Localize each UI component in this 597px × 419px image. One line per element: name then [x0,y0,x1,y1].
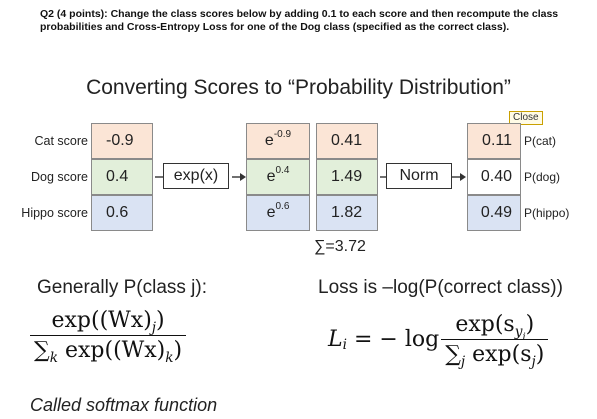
sum-text: ∑=3.72 [314,238,366,255]
softmax-denominator: ∑k exp((Wx)k) [30,335,187,366]
prob-cell-dog: 0.40 [467,159,521,195]
softmax-formula: exp((Wx)j) ∑k exp((Wx)k) [30,308,187,366]
softmax-numerator: exp((Wx)j) [51,308,165,336]
row-label-cat: Cat score [34,134,89,148]
loss-numerator: exp(syi) [455,312,535,343]
prob-cell-hippo: 0.49 [467,195,521,231]
prob-label-cat: P(cat) [524,134,557,148]
norm-operator-box: Norm [386,163,452,189]
exp-value-cell-hippo: 1.82 [316,195,378,231]
loss-denominator: ∑j exp(sj) [441,339,549,370]
score-cell-dog: 0.4 [91,159,153,195]
slide-title: Converting Scores to “Probability Distri… [86,76,511,99]
prob-cell-cat: 0.11 [467,123,521,159]
exp-operator-box: exp(x) [163,163,229,189]
exp-value-cell-cat: 0.41 [316,123,378,159]
prob-label-dog: P(dog) [524,170,561,184]
exp-power-cell-cat: e -0.9 [246,123,310,159]
row-label-hippo: Hippo score [21,206,88,220]
question-text: Q2 (4 points): Change the class scores b… [40,8,559,33]
close-button[interactable]: Close [509,111,543,125]
row-label-dog: Dog score [31,170,88,184]
loss-label: Loss is –log(P(correct class)) [318,277,563,298]
general-label: Generally P(class j): [37,277,207,298]
exp-arrow [155,173,246,181]
prob-label-hippo: P(hippo) [524,206,570,220]
exp-value-cell-dog: 1.49 [316,159,378,195]
norm-arrow [380,173,466,181]
softmax-caption: Called softmax function [30,395,218,415]
score-cell-cat: -0.9 [91,123,153,159]
score-cell-hippo: 0.6 [91,195,153,231]
exp-power-cell-dog: e 0.4 [246,159,310,195]
exp-power-cell-hippo: e 0.6 [246,195,310,231]
